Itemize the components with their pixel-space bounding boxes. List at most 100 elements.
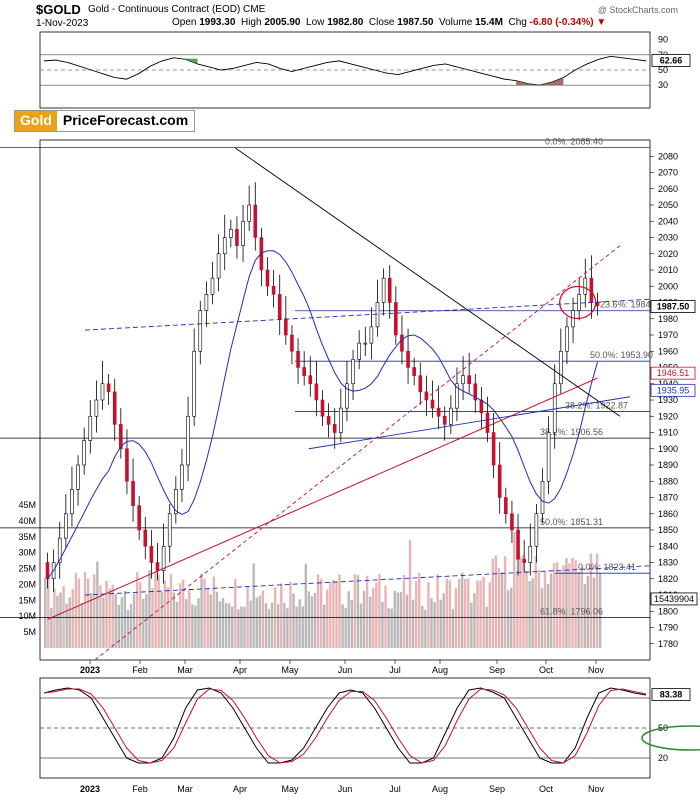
candle-body xyxy=(387,277,392,303)
candle-body xyxy=(546,432,551,482)
candle-body xyxy=(375,302,380,328)
volume-bar xyxy=(549,573,553,648)
volume-tick-label: 30M xyxy=(18,548,36,558)
candle-body xyxy=(406,350,410,368)
volume-bar xyxy=(71,589,74,648)
volume-bar xyxy=(344,607,347,648)
volume-bar xyxy=(421,605,424,648)
candle-body xyxy=(400,334,404,352)
month-label: Nov xyxy=(588,665,605,675)
volume-bar xyxy=(261,590,265,648)
candle xyxy=(546,416,551,495)
candle-body xyxy=(155,562,160,571)
candle-body xyxy=(412,367,416,376)
candle xyxy=(369,307,374,360)
candle-body xyxy=(424,391,429,401)
candle xyxy=(82,427,86,475)
fib-level-label: 50.0%: 1953.90 xyxy=(590,350,653,360)
candle xyxy=(497,442,502,514)
ma-long-value-box xyxy=(650,366,696,380)
volume-bar xyxy=(301,606,304,648)
volume-bar xyxy=(519,556,522,648)
price-tick-label: 1790 xyxy=(658,623,678,633)
bottom-month-label: Sep xyxy=(489,784,505,794)
candle xyxy=(363,326,368,357)
volume-bar xyxy=(99,585,102,648)
close-value: 1987.50 xyxy=(397,17,434,28)
candle xyxy=(345,361,349,422)
date: 1-Nov-2023 xyxy=(36,18,89,29)
ma-short-value-box xyxy=(650,383,696,397)
volume-bar xyxy=(433,601,436,648)
candle xyxy=(253,182,258,251)
candle xyxy=(88,400,93,454)
candle-body xyxy=(522,558,526,563)
candle-body xyxy=(504,497,508,515)
volume-bar xyxy=(157,574,160,648)
volume-tick-label: 15M xyxy=(18,595,36,605)
rsi-tick-label: 90 xyxy=(658,35,668,45)
candle xyxy=(149,530,154,579)
volume-bar xyxy=(120,597,124,648)
candle-body xyxy=(479,399,484,414)
candle-body xyxy=(137,505,141,531)
candle xyxy=(277,274,282,335)
support-line xyxy=(308,396,631,450)
candle-body xyxy=(583,277,588,295)
volume-bar xyxy=(86,578,90,648)
candle-body xyxy=(125,448,129,482)
stoch-value-box xyxy=(651,688,691,702)
candle-body xyxy=(210,277,215,295)
price-tick-label: 1940 xyxy=(658,379,678,389)
ma-long-line xyxy=(47,377,598,620)
upper-channel-line xyxy=(84,298,651,331)
candle xyxy=(290,325,294,365)
volume-bar xyxy=(93,574,96,648)
candle-body xyxy=(45,562,50,580)
volume-bar xyxy=(89,593,93,648)
volume-bar xyxy=(206,588,209,648)
rsi-overbought-fill xyxy=(173,57,198,64)
candle xyxy=(418,362,423,405)
ohlc-line: Open 1993.30 High 2005.90 Low 1982.80 Cl… xyxy=(172,17,606,28)
month-label: Apr xyxy=(233,665,247,675)
symbol: $GOLD xyxy=(36,2,81,17)
volume-bar xyxy=(341,604,344,648)
volume-tick-label: 35M xyxy=(18,532,36,542)
candle xyxy=(375,279,380,337)
volume-bar xyxy=(194,605,197,648)
candle-body xyxy=(284,318,288,336)
candle xyxy=(504,487,508,524)
low-label: Low xyxy=(306,17,325,28)
bottom-month-label: Nov xyxy=(588,784,605,794)
candle-body xyxy=(186,415,190,466)
candle xyxy=(204,281,209,327)
volume-bar xyxy=(531,578,534,648)
volume-bar xyxy=(191,604,194,648)
volume-bar xyxy=(402,574,406,648)
candle xyxy=(192,328,196,426)
price-tick-label: 1820 xyxy=(658,574,678,584)
volume-bar xyxy=(117,604,120,648)
last-price-label: 1987.50 xyxy=(657,302,690,312)
volume-bar xyxy=(50,607,53,648)
volume-bar xyxy=(316,574,320,648)
price-tick-label: 1980 xyxy=(658,314,678,324)
instrument-name: Gold - Continuous Contract (EOD) CME xyxy=(88,4,266,15)
volume-bar xyxy=(240,606,243,648)
volume-bar xyxy=(552,563,556,648)
volume-bar xyxy=(467,578,470,648)
volume-bar xyxy=(464,579,467,648)
candle xyxy=(449,395,453,435)
high-value: 2005.90 xyxy=(264,17,301,28)
volume-tick-label: 5M xyxy=(23,627,36,637)
lower-channel-line xyxy=(84,565,651,596)
volume-bar xyxy=(559,571,562,648)
open-label: Open xyxy=(172,17,197,28)
candle-body xyxy=(222,237,227,255)
volume-bar xyxy=(249,600,252,648)
candle-body xyxy=(394,302,398,336)
candle xyxy=(125,429,129,495)
site-logo: Gold PriceForecast.com xyxy=(14,110,196,132)
candle xyxy=(467,352,471,394)
